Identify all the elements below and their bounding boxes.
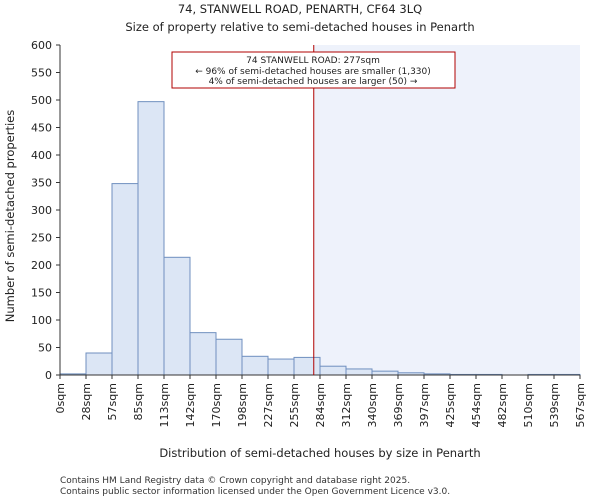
x-tick-label: 482sqm [496, 383, 509, 427]
y-tick-label: 250 [31, 232, 52, 245]
x-tick-label: 567sqm [574, 383, 587, 427]
bar-170sqm [215, 338, 243, 376]
y-tick-label: 200 [31, 259, 52, 272]
annotation-line-3: 4% of semi-detached houses are larger (5… [209, 77, 418, 87]
x-tick-label: 369sqm [392, 383, 405, 427]
annotation-box: 74 STANWELL ROAD: 277sqm ← 96% of semi-d… [171, 51, 456, 89]
x-axis-label: Distribution of semi-detached houses by … [159, 446, 480, 460]
y-tick-label: 100 [31, 314, 52, 327]
x-tick-label: 284sqm [314, 383, 327, 427]
x-tick-label: 28sqm [80, 383, 93, 420]
y-tick-label: 450 [31, 122, 52, 135]
y-tick-label: 50 [38, 342, 52, 355]
bar-113sqm [163, 256, 191, 376]
x-tick-label: 425sqm [444, 383, 457, 427]
chart-subtitle: Size of property relative to semi-detach… [125, 20, 474, 34]
y-tick-label: 0 [45, 369, 52, 382]
bar-28sqm [85, 352, 113, 376]
y-tick-label: 600 [31, 39, 52, 52]
x-tick-label: 227sqm [262, 383, 275, 427]
x-tick-label: 142sqm [184, 383, 197, 427]
annotation-line-1: 74 STANWELL ROAD: 277sqm [246, 56, 380, 66]
bar-198sqm [241, 355, 269, 376]
x-tick-label: 57sqm [106, 383, 119, 420]
bar-255sqm [293, 356, 321, 376]
y-tick-label: 350 [31, 177, 52, 190]
y-tick-label: 150 [31, 287, 52, 300]
footer-line-2: Contains public sector information licen… [60, 487, 450, 497]
x-tick-label: 113sqm [158, 383, 171, 427]
bar-284sqm [319, 365, 347, 376]
y-tick-label: 300 [31, 204, 52, 217]
bar-227sqm [267, 358, 295, 376]
bar-142sqm [189, 332, 217, 376]
annotation-border [171, 51, 456, 89]
x-tick-label: 198sqm [236, 383, 249, 427]
bar-340sqm [371, 370, 399, 376]
larger-region-shading [313, 45, 580, 375]
y-tick-label: 500 [31, 94, 52, 107]
bar-85sqm [137, 101, 165, 376]
y-tick-label: 550 [31, 67, 52, 80]
x-tick-label: 397sqm [418, 383, 431, 427]
x-tick-label: 255sqm [288, 383, 301, 427]
x-tick-label: 312sqm [340, 383, 353, 427]
annotation-line-2: ← 96% of semi-detached houses are smalle… [195, 67, 431, 77]
x-tick-label: 85sqm [132, 383, 145, 420]
x-tick-label: 0sqm [54, 383, 67, 413]
x-tick-label: 510sqm [522, 383, 535, 427]
x-tick-label: 170sqm [210, 383, 223, 427]
bar-312sqm [345, 368, 373, 376]
x-tick-label: 454sqm [470, 383, 483, 427]
x-tick-label: 539sqm [548, 383, 561, 427]
x-tick-label: 340sqm [366, 383, 379, 427]
y-axis-label: Number of semi-detached properties [3, 110, 17, 322]
footer-line-1: Contains HM Land Registry data © Crown c… [60, 476, 410, 486]
y-tick-label: 400 [31, 149, 52, 162]
bar-57sqm [111, 183, 139, 376]
chart-title: 74, STANWELL ROAD, PENARTH, CF64 3LQ [178, 2, 422, 16]
